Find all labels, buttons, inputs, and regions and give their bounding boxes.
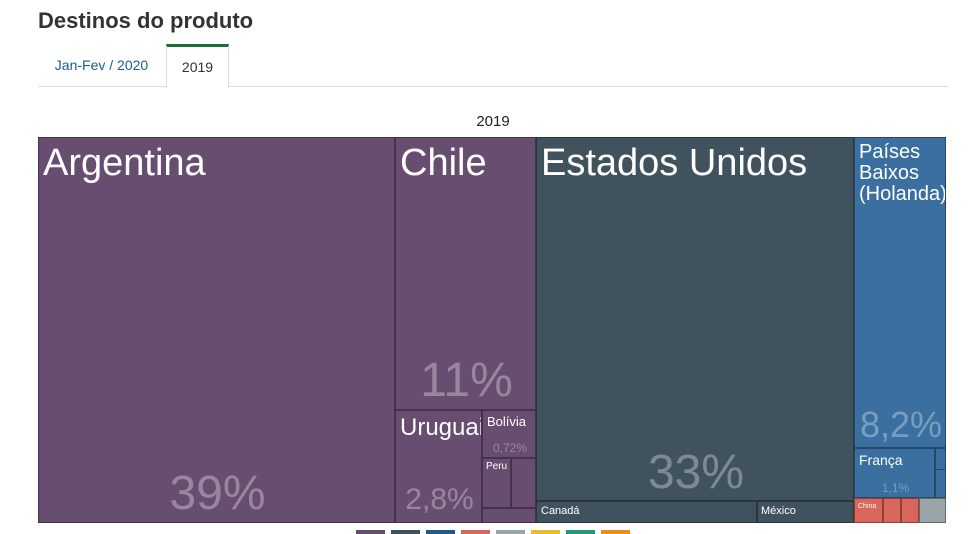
treemap-label: Bolívia: [487, 414, 527, 429]
treemap-label: Chile: [400, 142, 487, 184]
treemap-small-tile[interactable]: [935, 448, 946, 470]
treemap-percent: 11%: [420, 354, 513, 407]
treemap-label: Canadá: [541, 505, 580, 517]
treemap-cell-argentina[interactable]: Argentina 39%: [38, 137, 395, 523]
tab-bar: Jan-Fev / 2020 2019: [38, 44, 948, 88]
legend-swatch[interactable]: [356, 530, 385, 534]
treemap-small-tile[interactable]: [511, 458, 536, 508]
treemap-small-tile[interactable]: [935, 448, 946, 498]
treemap-label: Estados Unidos: [541, 142, 808, 184]
treemap-small-tile[interactable]: [482, 508, 536, 523]
treemap-label: Argentina: [43, 142, 206, 184]
treemap-percent: 33%: [647, 446, 745, 499]
chart-title: 2019: [476, 113, 510, 130]
treemap-percent: 0,72%: [492, 441, 528, 455]
treemap-percent: 1,1%: [881, 481, 910, 495]
legend-swatch[interactable]: [531, 530, 560, 534]
treemap-percent: 2,8%: [405, 483, 474, 516]
treemap-cell-mexico[interactable]: México: [757, 501, 854, 523]
treemap-label: França: [859, 452, 903, 468]
treemap-label: Peru: [486, 461, 508, 472]
legend-swatch[interactable]: [391, 530, 420, 534]
treemap-small-tile[interactable]: [919, 498, 946, 523]
treemap-cell-peru[interactable]: Peru: [482, 458, 511, 508]
treemap-cell-estados-unidos[interactable]: Estados Unidos 33%: [536, 137, 854, 501]
treemap-cell-canada[interactable]: Canadá: [536, 501, 757, 523]
treemap-label: Países Baixos (Holanda): [859, 141, 946, 205]
treemap-small-tile[interactable]: [901, 498, 919, 523]
treemap-label: México: [761, 505, 796, 517]
treemap-label: Uruguai: [400, 414, 482, 441]
treemap-cell-uruguai[interactable]: Uruguai 2,8%: [395, 410, 482, 523]
treemap-percent: 39%: [169, 467, 266, 520]
tab-2019[interactable]: 2019: [166, 44, 229, 88]
legend-swatch[interactable]: [601, 530, 630, 534]
legend-swatch[interactable]: [566, 530, 595, 534]
treemap-label: China: [858, 503, 877, 510]
legend-swatch[interactable]: [461, 530, 490, 534]
treemap-cell-chile[interactable]: Chile 11%: [395, 137, 536, 410]
treemap-percent: 8,2%: [859, 404, 943, 445]
treemap-cell-paises-baixos-holanda[interactable]: Países Baixos (Holanda) 8,2%: [854, 137, 946, 448]
tab-jan-fev-2020[interactable]: Jan-Fev / 2020: [54, 57, 149, 73]
page-title: Destinos do produto: [38, 8, 254, 33]
treemap-cell-bolivia[interactable]: Bolívia 0,72%: [482, 410, 536, 458]
legend-swatch[interactable]: [426, 530, 455, 534]
treemap-cell-china[interactable]: China: [854, 498, 883, 523]
legend-swatch[interactable]: [496, 530, 525, 534]
treemap-small-tile[interactable]: [883, 498, 901, 523]
treemap-cell-franca[interactable]: França 1,1%: [854, 448, 935, 498]
